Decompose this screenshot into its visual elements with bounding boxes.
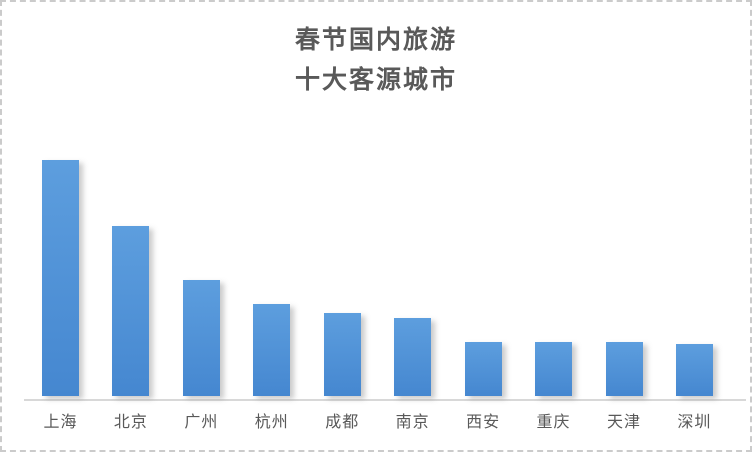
- x-axis-label-10[interactable]: 深圳: [677, 412, 712, 431]
- bar-8[interactable]: 重庆: [535, 342, 573, 431]
- bar-10[interactable]: 深圳: [675, 344, 713, 431]
- chart-title[interactable]: 春节国内旅游 十大客源城市: [2, 20, 750, 100]
- bar-3[interactable]: 广州: [182, 280, 220, 431]
- x-axis-label-4[interactable]: 杭州: [254, 412, 289, 431]
- x-axis-label-7[interactable]: 西安: [466, 412, 501, 431]
- bar-9[interactable]: 天津: [605, 342, 643, 431]
- x-axis-label-5[interactable]: 成都: [325, 412, 360, 431]
- chart-title-line2: 十大客源城市: [294, 65, 457, 94]
- x-axis-label-6[interactable]: 南京: [395, 412, 430, 431]
- bar-6[interactable]: 南京: [394, 318, 432, 431]
- x-axis-label-1[interactable]: 上海: [43, 412, 78, 431]
- chart-title-line1: 春节国内旅游: [294, 25, 457, 54]
- x-axis-label-3[interactable]: 广州: [184, 412, 219, 431]
- x-axis-line: [24, 399, 746, 401]
- bar-5[interactable]: 成都: [323, 313, 361, 431]
- bar-7[interactable]: 西安: [464, 342, 502, 431]
- x-axis-label-8[interactable]: 重庆: [536, 412, 571, 431]
- bar-2[interactable]: 北京: [112, 226, 150, 431]
- x-axis-label-2[interactable]: 北京: [113, 412, 148, 431]
- plot-area[interactable]: 上海 北京 广州 杭州 成都 南京 西安 重庆 天津 深圳: [42, 156, 713, 431]
- x-axis-label-9[interactable]: 天津: [606, 412, 642, 431]
- bar-1[interactable]: 上海: [42, 160, 79, 431]
- bar-4[interactable]: 杭州: [253, 304, 291, 431]
